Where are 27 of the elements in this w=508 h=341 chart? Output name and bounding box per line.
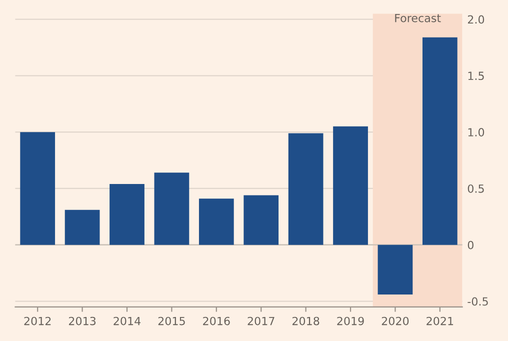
bar — [378, 244, 413, 294]
y-tick-label: 0.5 — [468, 184, 484, 193]
bar — [154, 172, 190, 245]
x-tick-label: 2017 — [248, 316, 274, 326]
bar — [64, 210, 100, 245]
bar — [333, 126, 368, 245]
y-tick-label: 2.0 — [468, 15, 484, 24]
x-tick-label: 2014 — [114, 316, 141, 326]
x-tick-label: 2015 — [158, 316, 185, 326]
y-tick-label: -0.5 — [468, 297, 488, 306]
bar — [288, 133, 324, 245]
bar — [20, 132, 56, 245]
bar — [110, 184, 144, 245]
x-tick-label: 2016 — [203, 316, 230, 326]
bar — [422, 37, 458, 245]
band-label: Forecast — [395, 14, 441, 22]
x-tick-label: 2020 — [382, 316, 409, 326]
y-tick-label: 0 — [468, 240, 474, 250]
bar — [198, 198, 234, 245]
x-tick-label: 2013 — [68, 316, 96, 326]
x-tick-label: 2021 — [426, 316, 454, 326]
bar — [244, 195, 279, 245]
x-tick-label: 2019 — [337, 316, 364, 326]
x-tick-label: 2018 — [292, 316, 320, 326]
y-tick-label: 1.0 — [468, 128, 484, 136]
y-tick-label: 1.5 — [468, 72, 484, 80]
x-tick-label: 2012 — [24, 316, 51, 326]
